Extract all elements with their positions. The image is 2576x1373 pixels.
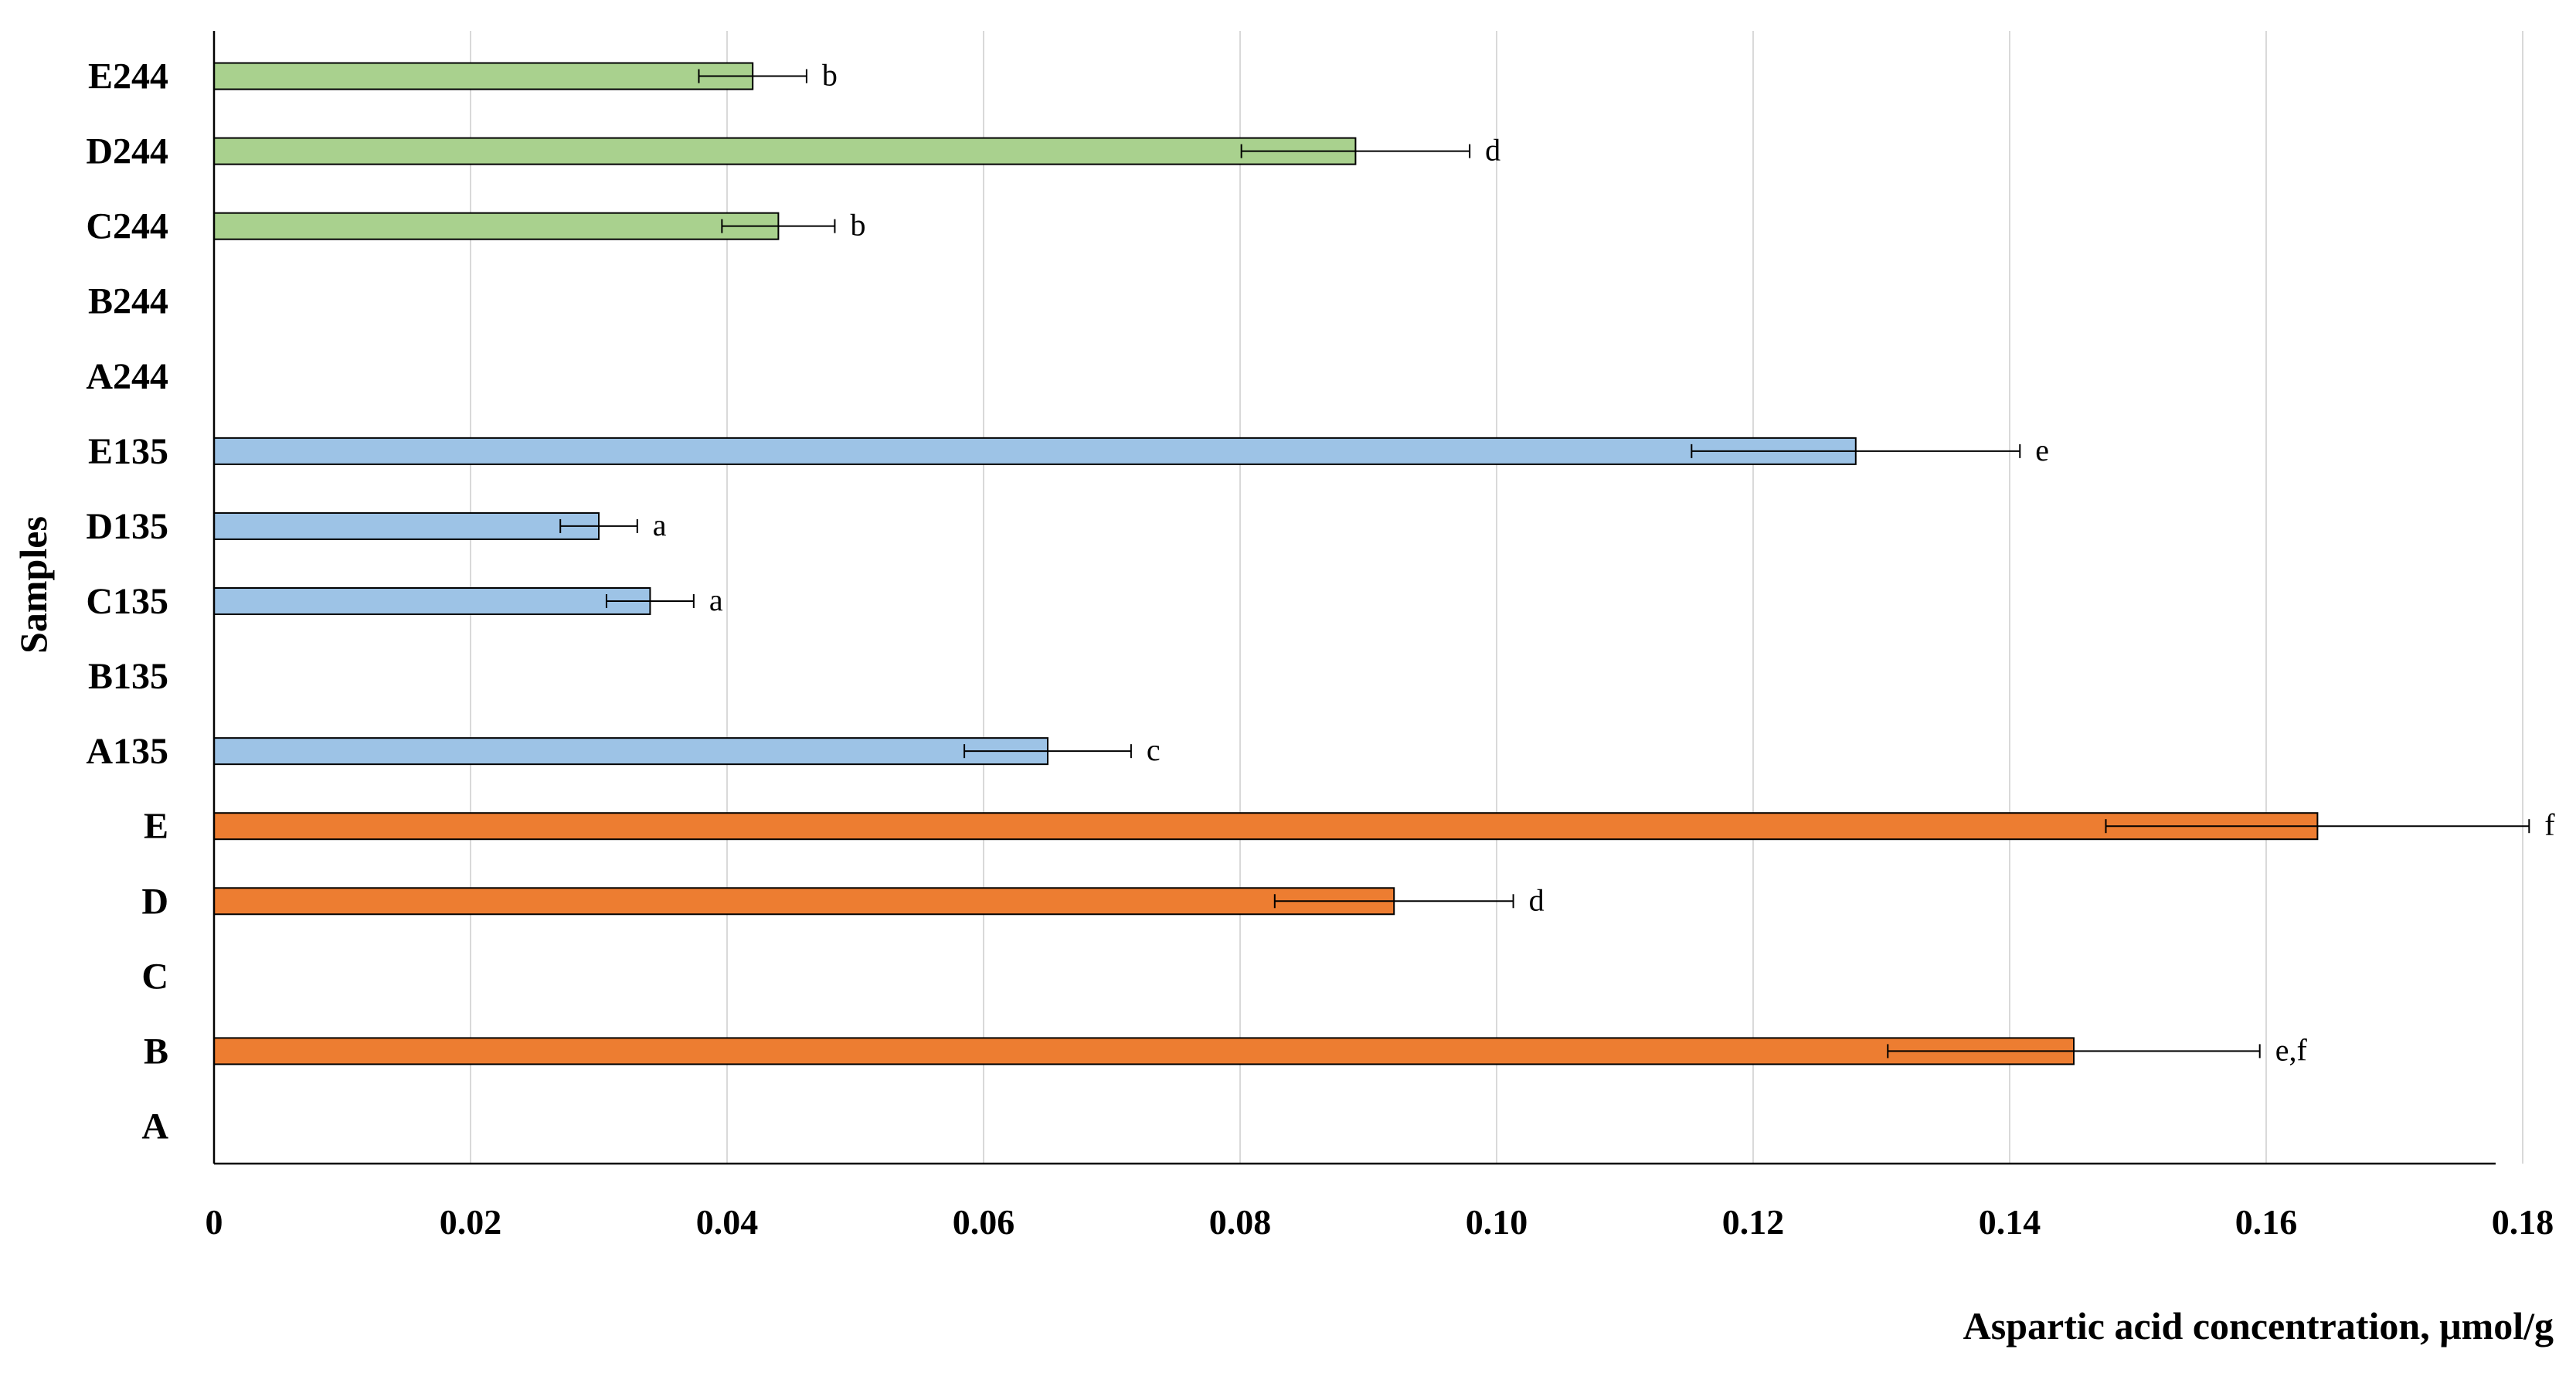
significance-label: c bbox=[1147, 732, 1161, 767]
grid-lines bbox=[470, 31, 2523, 1164]
y-tick-label: A135 bbox=[86, 731, 168, 772]
bar bbox=[213, 212, 780, 240]
x-tick-label: 0 bbox=[206, 1202, 223, 1242]
significance-label: b bbox=[850, 208, 865, 243]
axes bbox=[212, 31, 2496, 1165]
x-tick-label: 0.04 bbox=[696, 1202, 759, 1242]
y-tick-label: C bbox=[141, 956, 168, 997]
y-tick-label: B135 bbox=[88, 656, 168, 697]
bar bbox=[213, 812, 2319, 841]
bar bbox=[213, 62, 754, 90]
significance-label: d bbox=[1529, 882, 1545, 917]
y-tick-label: C135 bbox=[86, 581, 168, 622]
y-tick-label: C244 bbox=[86, 206, 168, 247]
x-tick-label: 0.10 bbox=[1466, 1202, 1528, 1242]
y-tick-label: D bbox=[141, 881, 168, 922]
labels: 0 0.02 0.04 0.06 0.08 0.10 0.12 0.14 0.16 0.18 AB e… bbox=[86, 56, 2555, 1242]
bars bbox=[213, 62, 2530, 1065]
bar bbox=[213, 437, 1857, 465]
bar bbox=[213, 137, 1357, 165]
bar bbox=[213, 1037, 2075, 1065]
significance-label: f bbox=[2544, 807, 2555, 842]
y-tick-label: A244 bbox=[86, 356, 168, 397]
x-tick-label: 0.12 bbox=[1722, 1202, 1785, 1242]
x-axis-title: Aspartic acid concentration, μmol/g bbox=[1963, 1304, 2554, 1348]
y-tick-label: E135 bbox=[88, 431, 168, 472]
x-tick-label: 0.18 bbox=[2492, 1202, 2554, 1242]
significance-label: a bbox=[709, 583, 723, 617]
y-tick-label: D135 bbox=[86, 506, 168, 547]
significance-label: a bbox=[653, 508, 667, 542]
x-tick-label: 0.02 bbox=[440, 1202, 502, 1242]
x-tick-label: 0.16 bbox=[2235, 1202, 2298, 1242]
y-tick-label: A bbox=[141, 1106, 168, 1147]
y-axis-title: Samples bbox=[12, 516, 55, 654]
bar bbox=[213, 737, 1048, 766]
bar bbox=[213, 887, 1395, 916]
bar bbox=[213, 511, 600, 540]
significance-label: d bbox=[1485, 133, 1500, 168]
y-tick-label: B244 bbox=[88, 281, 168, 322]
y-tick-label: B bbox=[144, 1031, 168, 1072]
y-tick-label: D244 bbox=[86, 131, 168, 172]
x-tick-label: 0.14 bbox=[1979, 1202, 2041, 1242]
x-tick-label: 0.06 bbox=[953, 1202, 1015, 1242]
bar bbox=[213, 587, 651, 615]
significance-label: b bbox=[822, 58, 838, 93]
x-tick-label: 0.08 bbox=[1209, 1202, 1272, 1242]
y-tick-label: E244 bbox=[88, 56, 168, 97]
significance-label: e,f bbox=[2275, 1032, 2308, 1067]
y-tick-label: E bbox=[144, 806, 168, 847]
significance-label: e bbox=[2035, 433, 2049, 467]
